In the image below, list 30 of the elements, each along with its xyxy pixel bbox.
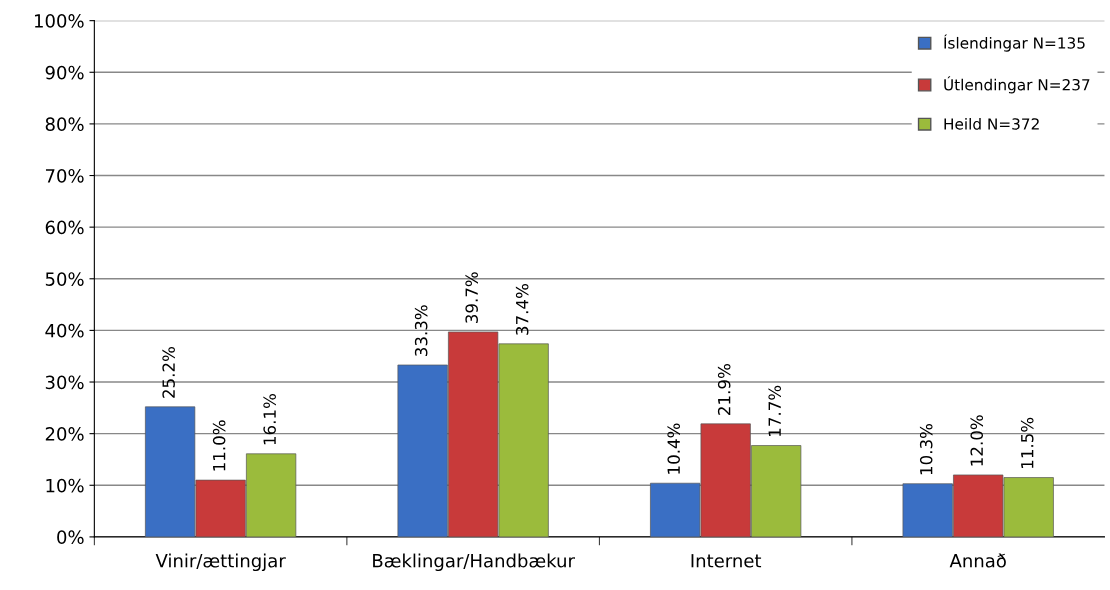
data-label: 16.1% bbox=[263, 394, 276, 445]
data-label: 11.5% bbox=[1020, 417, 1034, 468]
y-tick-label: 10% bbox=[46, 478, 84, 493]
data-label: 21.9% bbox=[717, 364, 731, 415]
data-label: 12.0% bbox=[970, 415, 984, 466]
y-tick-label: 100% bbox=[34, 14, 84, 28]
y-tick-label: 60% bbox=[45, 220, 84, 235]
data-label: 33.3% bbox=[414, 305, 428, 356]
data-label: 25.2% bbox=[162, 347, 175, 398]
legend-label: Útlendingar N=237 bbox=[944, 76, 1090, 94]
y-tick-label: 50% bbox=[45, 272, 84, 286]
y-tick-label: 0% bbox=[57, 530, 84, 545]
y-tick-label: 80% bbox=[45, 117, 84, 132]
x-tick-label: Vinir/ættingjar bbox=[155, 553, 286, 572]
y-tick-label: 30% bbox=[45, 375, 84, 390]
x-tick-label: Annað bbox=[949, 553, 1006, 568]
y-tick-label: 90% bbox=[45, 65, 84, 80]
data-label: 10.4% bbox=[667, 423, 680, 474]
data-label: 11.0% bbox=[212, 420, 226, 471]
data-label: 10.3% bbox=[919, 423, 933, 475]
y-tick-label: 40% bbox=[45, 323, 84, 338]
data-label: 39.7% bbox=[465, 272, 478, 323]
x-tick-label: Internet bbox=[691, 554, 762, 568]
data-label: 17.7% bbox=[768, 385, 781, 436]
y-tick-label: 70% bbox=[45, 168, 84, 183]
legend-label: Heild N=372 bbox=[944, 117, 1039, 130]
data-label: 37.4% bbox=[515, 284, 529, 335]
x-tick-label: Bæklingar/Handbækur bbox=[373, 553, 575, 572]
legend-label: Íslendingar N=135 bbox=[944, 34, 1085, 52]
y-tick-label: 20% bbox=[45, 427, 84, 441]
